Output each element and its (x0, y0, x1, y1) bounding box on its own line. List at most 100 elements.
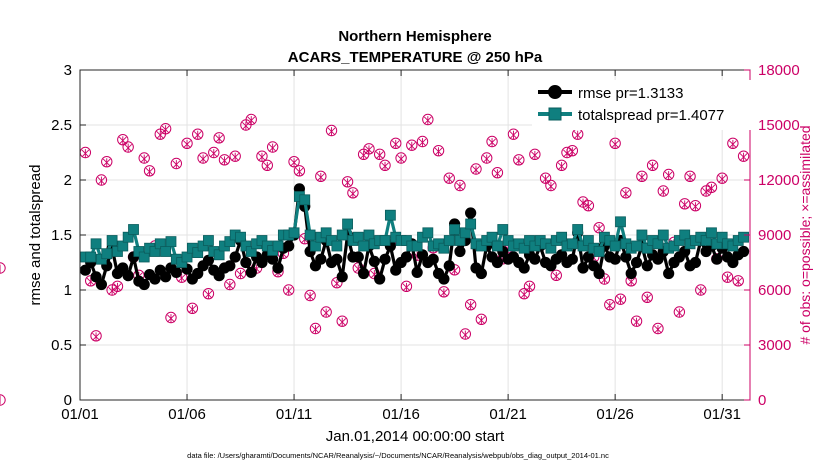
totalspread-point (657, 229, 669, 241)
obs-assimilated-point (381, 161, 389, 171)
obs-assimilated-point (552, 271, 561, 281)
obs-assimilated-point (343, 178, 352, 188)
obs-assimilated-point (365, 145, 373, 155)
left-y-axis-ticks: 0 0.5 1 1.5 2 2.5 3 (51, 62, 86, 409)
obs-assimilated-point (686, 172, 694, 182)
totalspread-point (288, 227, 300, 239)
obs-assimilated-point (188, 304, 197, 314)
obs-assimilated-point (118, 136, 127, 145)
totalspread-point (465, 218, 477, 230)
rmse-point (331, 253, 343, 265)
chart-subtitle: ACARS_TEMPERATURE @ 250 hPa (288, 49, 543, 66)
obs-assimilated-point (595, 224, 604, 233)
totalspread-point (497, 224, 509, 235)
totalspread-point (492, 240, 503, 252)
rmse-point (491, 256, 504, 269)
rmse-point (95, 278, 108, 291)
obs-assimilated-point (439, 288, 448, 298)
x-tick-label: 01/31 (703, 406, 741, 423)
chart-legend: rmse pr=1.3133 totalspread pr=1.4077 (532, 80, 754, 130)
obs-assimilated-point (632, 317, 641, 327)
legend-rmse-label: rmse pr=1.3133 (578, 85, 683, 102)
obs-assimilated-point (509, 130, 518, 140)
obs-assimilated-point (718, 174, 727, 184)
totalspread-point (160, 246, 172, 257)
obs-assimilated-point (220, 156, 229, 166)
rmse-point (641, 260, 653, 272)
obs-assimilated-point (338, 317, 347, 327)
obs-assimilated-point (472, 165, 480, 175)
obs-assimilated-point (102, 158, 111, 167)
right-y-axis-ticks: 0 3000 6000 9000 12000 15000 18000 (744, 62, 800, 409)
totalspread-point (615, 216, 626, 228)
obs-assimilated-point (584, 202, 593, 211)
obs-assimilated-point (675, 308, 684, 318)
totalspread-point (128, 224, 139, 235)
obs-assimilated-point (407, 141, 416, 151)
legend-box (532, 80, 754, 130)
totalspread-point (358, 240, 370, 252)
x-tick-label: 01/26 (596, 406, 634, 423)
left-y-tick-label: 3 (64, 62, 72, 79)
legend-totalspread-marker (548, 107, 562, 121)
obs-assimilated-point (434, 147, 443, 156)
rmse-point (663, 267, 675, 280)
rmse-point (529, 253, 541, 265)
obs-assimilated-point (702, 187, 711, 197)
obs-assimilated-point (183, 139, 191, 149)
rmse-point (411, 266, 423, 278)
obs-assimilated-point (734, 277, 743, 287)
rmse-point (283, 240, 295, 252)
obs-assimilated-point (81, 149, 90, 158)
obs-assimilated-point (520, 290, 529, 299)
obs-assimilated-point (327, 127, 336, 136)
totalspread-point (203, 235, 214, 246)
right-y-tick-label: 0 (758, 392, 766, 409)
rmse-point (202, 254, 215, 266)
obs-assimilated-point (375, 150, 384, 160)
obs-assimilated-point (611, 139, 620, 149)
obs-assimilated-point (514, 156, 523, 166)
obs-assimilated-point (322, 308, 331, 318)
obs-assimilated-point (402, 282, 411, 292)
x-tick-label: 01/16 (382, 406, 420, 423)
obs-assimilated-point (311, 325, 320, 334)
rmse-point (358, 267, 370, 280)
obs-assimilated-point (643, 293, 652, 303)
left-y-tick-label: 1.5 (51, 227, 72, 244)
obs-assimilated-point (477, 315, 486, 325)
rmse-point (267, 253, 279, 265)
obs-assimilated-point (268, 143, 277, 153)
right-y-axis-label: # of obs: o=possible; ×=assimilated (797, 125, 813, 344)
right-y-tick-label: 15000 (758, 117, 800, 134)
obs-assimilated-point (145, 167, 154, 177)
obs-assimilated-point (225, 281, 234, 290)
obs-possible-point (0, 262, 6, 274)
totalspread-point (593, 246, 605, 257)
rmse-point (245, 266, 257, 278)
totalspread-point (379, 235, 391, 246)
rmse-point (122, 270, 134, 282)
obs-assimilated-point (664, 171, 673, 180)
obs-assimilated-point (423, 116, 432, 125)
obs-assimilated-point (161, 125, 170, 134)
rmse-point (374, 273, 386, 285)
obs-assimilated-point (445, 174, 454, 184)
x-tick-label: 01/21 (489, 406, 527, 423)
obs-assimilated-point (193, 130, 202, 140)
data-file-footnote: data file: /Users/gharamti/Documents/NCA… (187, 451, 609, 460)
obs-assimilated-point (461, 330, 470, 340)
obs-assimilated-point (696, 286, 705, 296)
obs-assimilated-point (547, 182, 555, 191)
obs-assimilated-point (525, 282, 534, 292)
rmse-point (577, 262, 589, 274)
left-y-tick-label: 0 (64, 392, 72, 409)
obs-assimilated-point (707, 183, 716, 193)
obs-assimilated-point (418, 138, 427, 147)
totalspread-point (106, 235, 118, 246)
rmse-point (566, 253, 578, 265)
obs-assimilated-point (236, 270, 245, 279)
obs-assimilated-point (563, 149, 571, 158)
totalspread-point (101, 248, 113, 260)
